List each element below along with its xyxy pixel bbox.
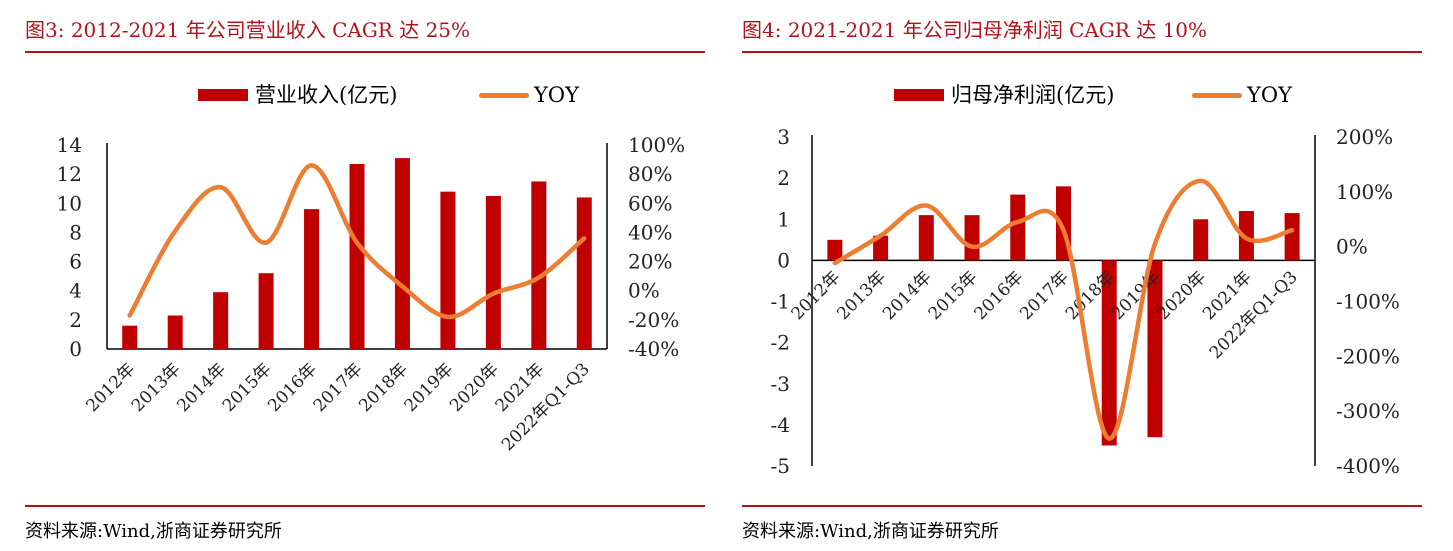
right-axis-tick-label: 100% [1336, 180, 1393, 204]
left-axis-tick-label: 6 [69, 250, 82, 274]
category-tick-label: 2013年 [128, 359, 185, 416]
right-axis-tick-label: -200% [1336, 344, 1400, 368]
bar-2015年 [964, 215, 980, 261]
right-axis-tick-label: -100% [1336, 290, 1400, 314]
left-axis-tick-label: 8 [69, 220, 82, 244]
bar-2013年 [167, 315, 183, 349]
right-axis-tick-label: 20% [628, 250, 672, 274]
bar-2022年Q1-Q3 [576, 197, 592, 349]
bar-2016年 [1010, 194, 1026, 261]
figure-4-source: 资料来源:Wind,浙商证券研究所 [742, 521, 999, 542]
category-tick-label: 2015年 [219, 359, 276, 416]
bar-2013年 [873, 235, 889, 261]
right-axis-tick-label: -40% [628, 337, 679, 361]
bar-2018年 [394, 158, 410, 349]
right-axis-tick-label: -20% [628, 308, 679, 332]
right-axis-tick-label: 60% [628, 191, 672, 215]
right-axis-tick-label: 80% [628, 162, 672, 186]
left-axis-tick-label: 14 [57, 133, 82, 157]
bar-2018年 [1101, 260, 1117, 446]
left-axis-tick-label: 3 [777, 125, 790, 149]
figure-4-title: 图4: 2021-2021 年公司归母净利润 CAGR 达 10% [742, 18, 1208, 42]
figure-4-legend-bar: 归母净利润(亿元) [894, 82, 1174, 108]
category-tick-label: 2018年 [355, 359, 412, 416]
line-swatch [479, 93, 529, 98]
yoy-line [127, 163, 587, 320]
bar-swatch [198, 89, 248, 101]
left-axis-tick-label: 2 [777, 166, 790, 190]
left-axis-tick-label: 10 [57, 191, 82, 215]
figure-3-panel: 图3: 2012-2021 年公司营业收入 CAGR 达 25% 营业收入(亿元… [25, 0, 705, 551]
bar-swatch [894, 89, 944, 101]
figure-4-legend-line: YOY [1192, 82, 1312, 108]
bar-2012年 [827, 239, 843, 261]
category-tick-label: 2014年 [173, 359, 230, 416]
bar-2017年 [349, 163, 365, 349]
figure-3-legend-bar: 营业收入(亿元) [198, 82, 458, 108]
figure-3-chart: 0 2 4 6 8 10 12 14 -40% -20% 0% 20% 40% 60% 80% 100% 201… [57, 133, 686, 455]
figure-4-top-rule [742, 51, 1422, 53]
right-axis-tick-label: 0% [1336, 235, 1368, 259]
right-axis-tick-label: 200% [1336, 125, 1393, 149]
category-tick-label: 2019年 [401, 359, 458, 416]
right-axis-tick-label: -400% [1336, 454, 1400, 478]
right-axis-tick-label: -300% [1336, 399, 1400, 423]
figure-3-source: 资料来源:Wind,浙商证券研究所 [25, 521, 282, 542]
left-axis-tick-label: -1 [771, 290, 790, 314]
bar-2012年 [122, 325, 138, 349]
category-tick-label: 2013年 [833, 267, 890, 324]
category-tick-label: 2017年 [1016, 267, 1073, 324]
left-axis-tick-label: 1 [777, 207, 790, 231]
bar-2019年 [440, 191, 456, 349]
category-tick-label: 2016年 [264, 359, 321, 416]
left-axis-tick-label: -3 [771, 372, 790, 396]
figure-4-legend: 归母净利润(亿元) YOY [894, 82, 1314, 108]
bar-2020年 [1193, 219, 1209, 261]
figure-3-top-rule [25, 51, 705, 53]
left-axis-tick-label: -2 [771, 331, 790, 355]
figure-4-panel: 图4: 2021-2021 年公司归母净利润 CAGR 达 10% 归母净利润(… [742, 0, 1422, 551]
figure-3-legend-line: YOY [479, 82, 599, 108]
right-axis-tick-label: 40% [628, 220, 672, 244]
figure-3-legend: 营业收入(亿元) YOY [198, 82, 598, 108]
figure-4-chart: -5 -4 -3 -2 -1 0 1 2 3 -400% -300% -200% -100% 0% 100%… [771, 125, 1400, 478]
bar-2016年 [304, 209, 320, 349]
bar-2021年 [531, 181, 547, 349]
bar-2014年 [213, 292, 229, 349]
category-tick-label: 2014年 [879, 267, 936, 324]
bar-2019年 [1147, 260, 1163, 438]
bar-2021年 [1238, 211, 1254, 261]
figure-3-bottom-rule [25, 505, 705, 507]
bar-2020年 [485, 196, 501, 349]
category-tick-label: 2016年 [971, 267, 1028, 324]
figure-3-legend-line-label: YOY [534, 83, 579, 107]
category-tick-label: 2015年 [925, 267, 982, 324]
figure-4-legend-line-label: YOY [1247, 83, 1292, 107]
figure-4-legend-bar-label: 归母净利润(亿元) [951, 83, 1115, 107]
bar-2014年 [918, 215, 934, 261]
left-axis-tick-label: -5 [771, 454, 790, 478]
left-axis-tick-label: 12 [57, 162, 82, 186]
left-axis-tick-label: 0 [69, 337, 82, 361]
bar-2022年Q1-Q3 [1284, 213, 1300, 261]
right-axis-tick-label: 100% [628, 133, 685, 157]
category-tick-label: 2012年 [83, 359, 140, 416]
left-axis-tick-label: -4 [771, 413, 790, 437]
figure-3-legend-bar-label: 营业收入(亿元) [255, 83, 398, 107]
figure-3-title: 图3: 2012-2021 年公司营业收入 CAGR 达 25% [25, 18, 471, 42]
right-axis-tick-label: 0% [628, 279, 660, 303]
category-tick-label: 2012年 [788, 267, 845, 324]
left-axis-tick-label: 2 [69, 308, 82, 332]
left-axis-tick-label: 0 [777, 248, 790, 272]
category-tick-label: 2020年 [446, 359, 503, 416]
left-axis-tick-label: 4 [69, 279, 82, 303]
bar-2015年 [258, 273, 274, 349]
line-swatch [1192, 93, 1242, 98]
category-tick-label: 2017年 [310, 359, 367, 416]
figure-4-bottom-rule [742, 505, 1422, 507]
